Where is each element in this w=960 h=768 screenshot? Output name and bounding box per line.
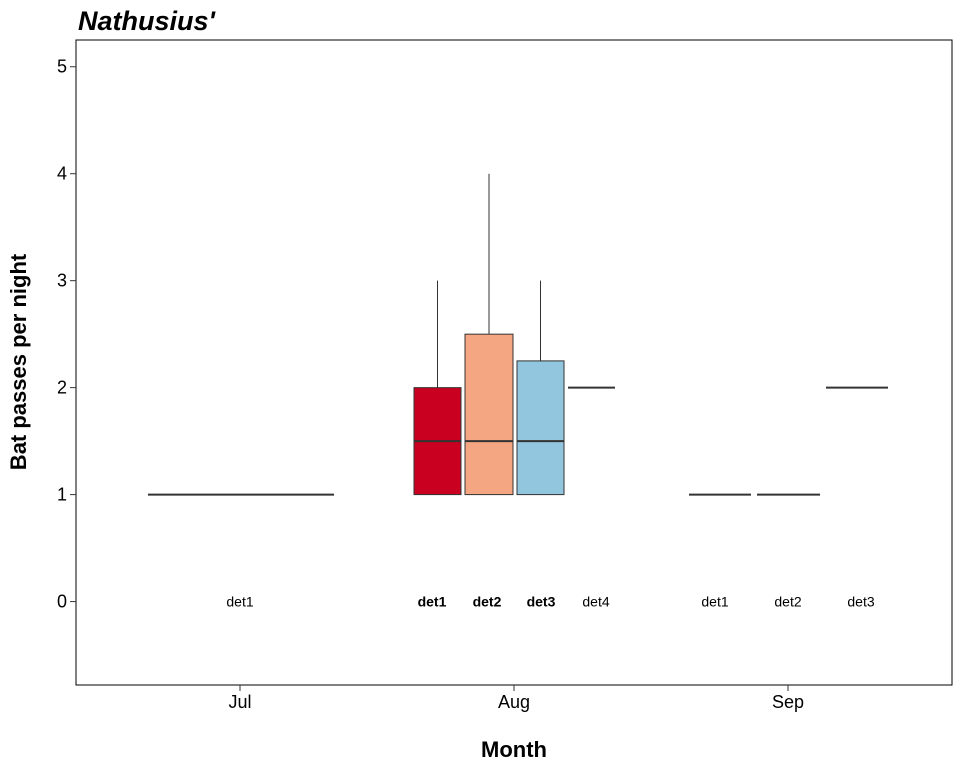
detector-label: det3 [847, 594, 874, 610]
y-tick-label: 1 [57, 485, 67, 505]
detector-labels: det1 det1 det2 det3 det4 det1 det2 det3 [226, 594, 874, 610]
y-tick-label: 4 [57, 164, 67, 184]
y-tick-label: 2 [57, 378, 67, 398]
detector-label: det4 [582, 594, 609, 610]
x-tick-label: Sep [772, 692, 804, 712]
box-aug-det1 [413, 280, 462, 496]
y-tick-label: 0 [57, 592, 67, 612]
box-aug-det3 [516, 280, 565, 496]
box-aug-det2 [464, 173, 514, 496]
detector-label: det2 [473, 594, 502, 610]
y-axis: 0 1 2 3 4 5 [57, 57, 76, 612]
detector-label: det1 [226, 594, 253, 610]
detector-label: det1 [701, 594, 728, 610]
y-tick-label: 3 [57, 271, 67, 291]
y-tick-label: 5 [57, 57, 67, 77]
box-series [148, 173, 888, 496]
detector-label: det1 [418, 594, 447, 610]
plot-panel-border [75, 39, 953, 686]
detector-label: det2 [774, 594, 801, 610]
box-body [464, 333, 514, 496]
x-tick-label: Jul [228, 692, 251, 712]
y-axis-title: Bat passes per night [6, 253, 31, 470]
box-body [516, 360, 565, 496]
x-axis: Jul Aug Sep [228, 685, 804, 712]
chart-title: Nathusius' [78, 6, 217, 36]
x-axis-title: Month [481, 737, 547, 762]
detector-label: det3 [527, 594, 556, 610]
x-tick-label: Aug [498, 692, 530, 712]
